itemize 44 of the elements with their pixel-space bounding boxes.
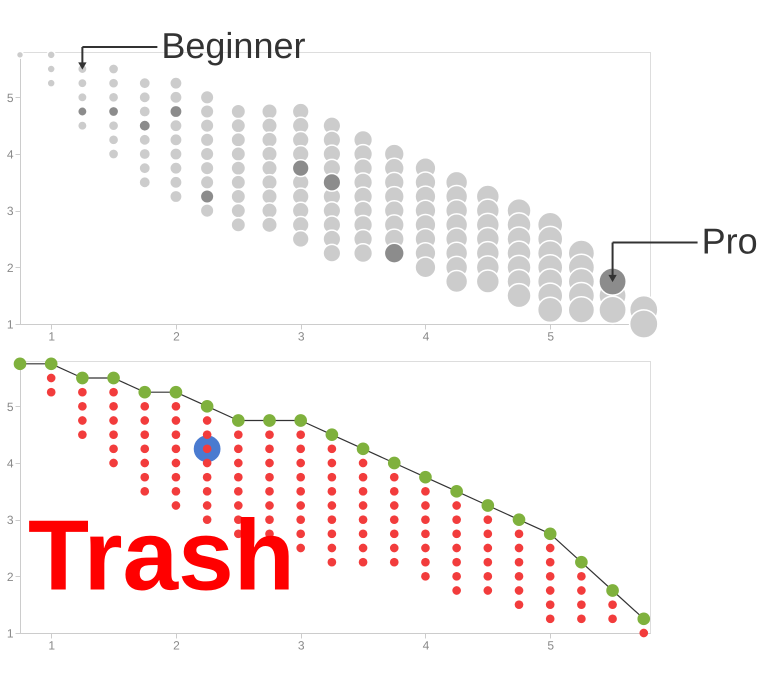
point (481, 499, 494, 512)
point (544, 528, 557, 540)
point (14, 358, 26, 370)
point (419, 470, 432, 484)
point (200, 400, 214, 413)
y-tick-label: 4 (6, 456, 14, 470)
y-tick-label: 4 (6, 148, 14, 162)
y-tick-label: 3 (6, 513, 14, 528)
point (326, 428, 338, 441)
point (76, 372, 89, 384)
x-tick-label: 3 (298, 330, 305, 344)
point (356, 442, 370, 456)
x-tick-label: 5 (547, 638, 554, 652)
y-tick-label: 2 (6, 570, 14, 584)
point (388, 456, 401, 470)
point (107, 372, 120, 384)
y-tick-label: 1 (6, 318, 14, 332)
y-tick-label: 3 (6, 204, 14, 218)
annotation: Pro (702, 220, 758, 262)
point (138, 386, 152, 398)
x-tick-label: 5 (547, 330, 554, 344)
y-tick-label: 5 (6, 90, 14, 105)
x-tick-label: 4 (422, 330, 430, 344)
annotation: Trash (28, 500, 295, 612)
point (575, 556, 588, 568)
x-tick-label: 2 (173, 638, 180, 652)
point (606, 584, 619, 597)
x-tick-label: 2 (173, 330, 180, 344)
x-tick-label: 4 (422, 638, 430, 652)
annotation: Beginner (161, 25, 306, 66)
point (450, 485, 463, 498)
y-tick-label: 5 (6, 400, 14, 414)
y-tick-label: 2 (6, 260, 14, 275)
point (170, 386, 182, 398)
point (263, 414, 276, 427)
x-tick-label: 1 (48, 330, 56, 344)
x-tick-label: 1 (48, 638, 56, 652)
x-tick-label: 3 (298, 638, 305, 652)
point (512, 513, 526, 526)
y-tick-label: 1 (6, 626, 14, 640)
point (637, 612, 650, 626)
point (294, 414, 308, 427)
point (44, 358, 58, 370)
point (232, 414, 245, 427)
